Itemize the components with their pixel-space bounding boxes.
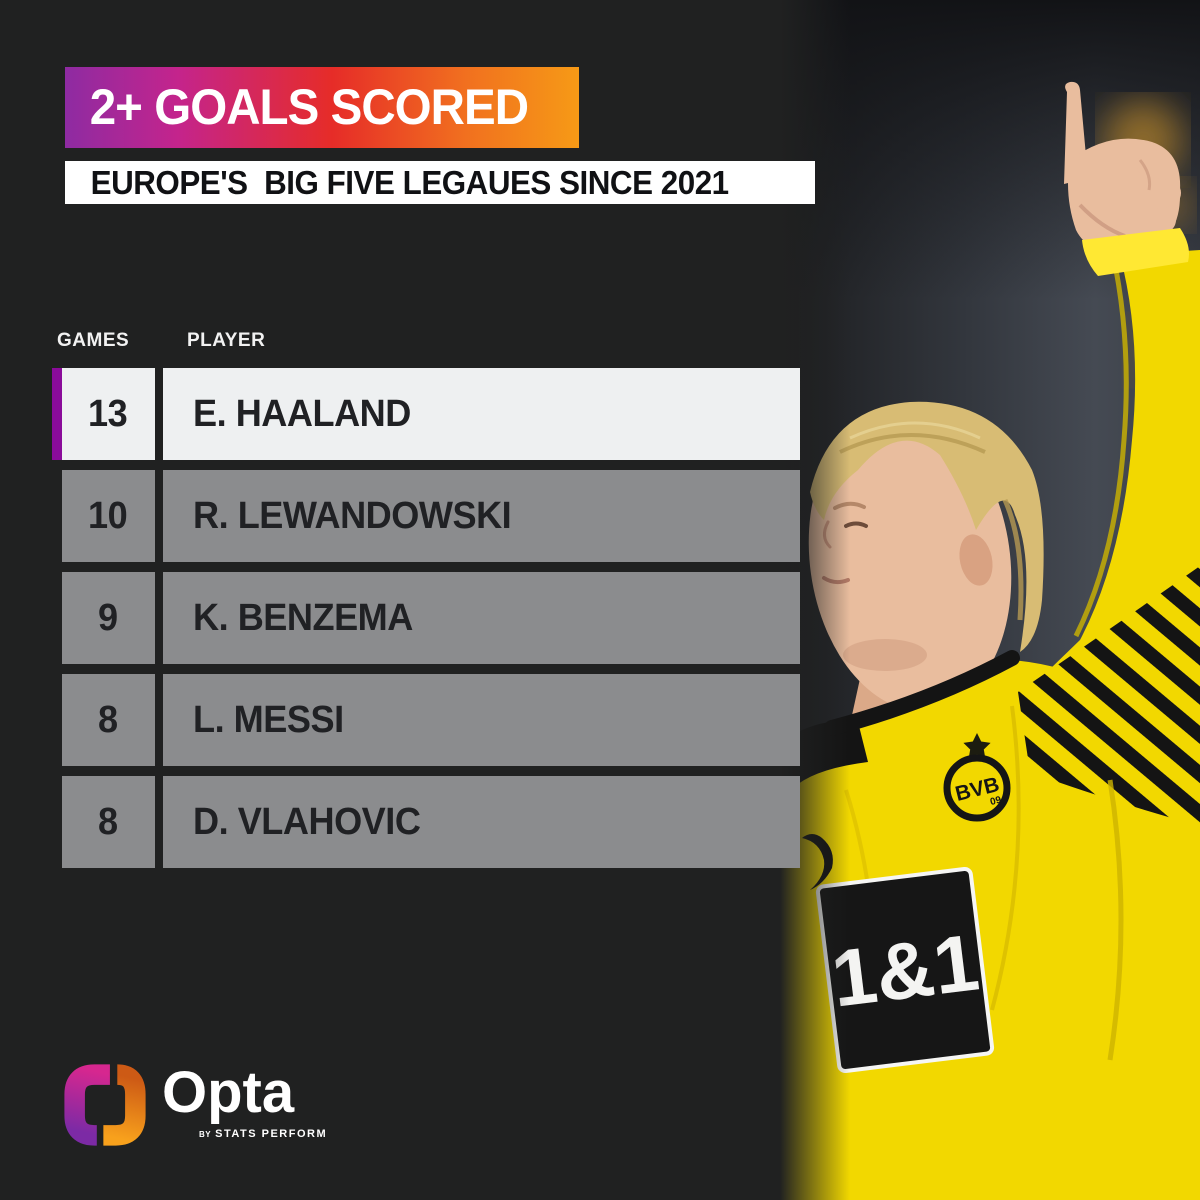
games-value: 9: [98, 596, 118, 639]
games-cell: 13: [62, 368, 155, 460]
games-value: 13: [87, 392, 128, 435]
table-row: 8 D. VLAHOVIC: [52, 776, 800, 868]
games-cell: 8: [62, 776, 155, 868]
games-value: 10: [87, 494, 128, 537]
badge-number: 09: [989, 795, 1003, 808]
opta-logo-icon: [64, 1064, 146, 1146]
player-name: L. MESSI: [193, 698, 344, 741]
player-cell: R. LEWANDOWSKI: [163, 470, 800, 562]
accent-spacer: [52, 470, 62, 562]
brand-name: Opta: [162, 1060, 295, 1125]
column-header-player: PLAYER: [187, 330, 266, 351]
table-row: 8 L. MESSI: [52, 674, 800, 766]
player-cell: D. VLAHOVIC: [163, 776, 800, 868]
brand-by: BY: [199, 1130, 212, 1139]
games-cell: 9: [62, 572, 155, 664]
player-cell: K. BENZEMA: [163, 572, 800, 664]
games-cell: 8: [62, 674, 155, 766]
games-cell: 10: [62, 470, 155, 562]
player-name: R. LEWANDOWSKI: [193, 494, 512, 537]
highlight-accent-bar: [52, 368, 62, 460]
player-name: D. VLAHOVIC: [193, 800, 421, 843]
page-title: 2+ GOALS SCORED: [89, 79, 529, 135]
collar: [824, 650, 1020, 736]
accent-spacer: [52, 572, 62, 664]
player-name: K. BENZEMA: [193, 596, 413, 639]
player-cell: E. HAALAND: [163, 368, 800, 460]
shoulder-stripes: [1018, 566, 1200, 826]
games-value: 8: [98, 800, 118, 843]
bvb-badge: BVB 09: [943, 754, 1011, 822]
table-row: 10 R. LEWANDOWSKI: [52, 470, 800, 562]
accent-spacer: [52, 776, 62, 868]
accent-spacer: [52, 674, 62, 766]
stats-table: 13 E. HAALAND 10 R. LEWANDOWSKI 9 K. BEN…: [52, 368, 800, 878]
title-banner: 2+ GOALS SCORED: [65, 67, 579, 148]
brand-suffix: STATS PERFORM: [215, 1128, 328, 1140]
sponsor-text: 1&1: [827, 917, 984, 1023]
sponsor-box: 1&1: [815, 866, 995, 1074]
player-photo-haaland: BVB 09 1&1: [780, 0, 1200, 1200]
page-subtitle: EUROPE'S BIG FIVE LEGAUES SINCE 2021: [90, 164, 729, 201]
games-value: 8: [98, 698, 118, 741]
table-row: 13 E. HAALAND: [52, 368, 800, 460]
table-row: 9 K. BENZEMA: [52, 572, 800, 664]
column-header-games: GAMES: [57, 330, 130, 351]
badge-star-icon: [963, 733, 991, 759]
brand-tagline: BY STATS PERFORM: [199, 1128, 327, 1140]
jersey: BVB 09 1&1: [780, 566, 1200, 1200]
player-name: E. HAALAND: [193, 392, 411, 435]
player-cell: L. MESSI: [163, 674, 800, 766]
subtitle-banner: EUROPE'S BIG FIVE LEGAUES SINCE 2021: [65, 161, 815, 204]
